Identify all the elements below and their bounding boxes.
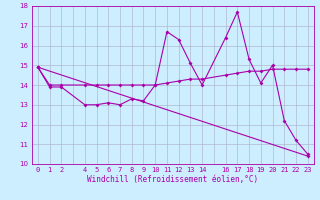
X-axis label: Windchill (Refroidissement éolien,°C): Windchill (Refroidissement éolien,°C) — [87, 175, 258, 184]
